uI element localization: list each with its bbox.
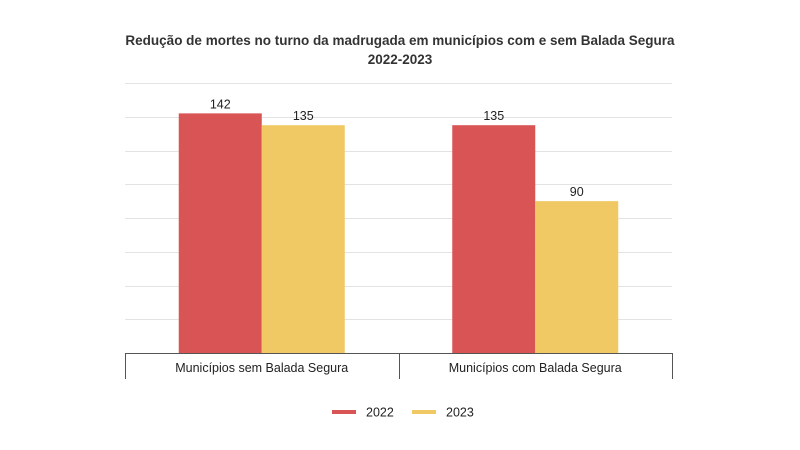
chart-title: Redução de mortes no turno da madrugada … (125, 33, 675, 48)
legend-label: 2022 (366, 406, 394, 420)
bar-2023-2 (535, 201, 619, 353)
legend-swatch (332, 410, 356, 414)
bar-2022-1 (178, 113, 262, 353)
bar-2023-1 (261, 125, 345, 353)
data-label: 135 (293, 109, 314, 123)
x-axis: Municípios sem Balada Segura Municípios c… (125, 353, 673, 379)
data-labels: 142 135 135 90 (210, 97, 584, 199)
legend-label: 2023 (446, 406, 474, 420)
chart-subtitle: 2022-2023 (368, 52, 433, 67)
x-tick-label: Municípios sem Balada Segura (175, 361, 348, 375)
legend-swatch (412, 410, 436, 414)
data-label: 142 (210, 97, 231, 111)
data-label: 90 (570, 185, 584, 199)
bars (178, 113, 619, 353)
legend: 2022 2023 (332, 406, 474, 420)
data-label: 135 (483, 109, 504, 123)
x-tick-label: Municípios com Balada Segura (449, 361, 622, 375)
bar-2022-2 (452, 125, 536, 353)
